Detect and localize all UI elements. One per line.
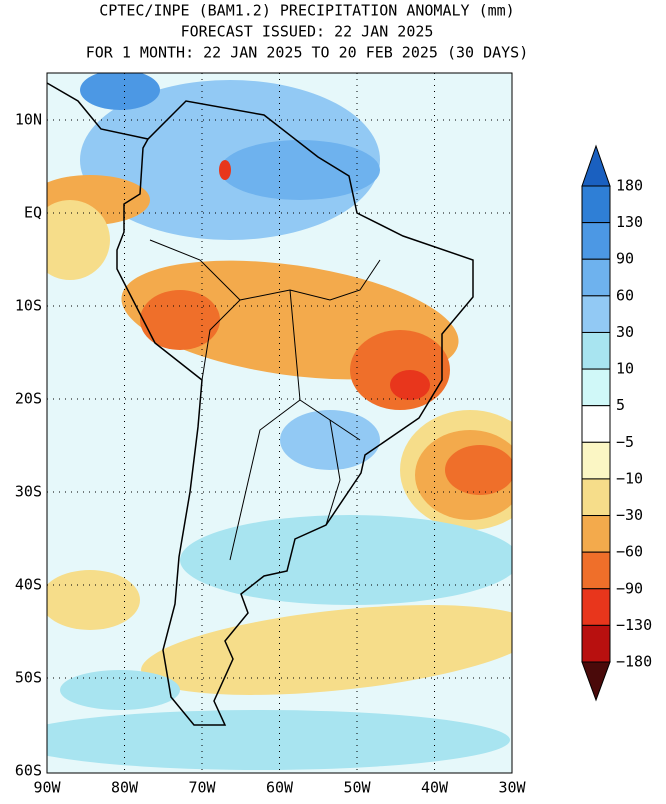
lon-label: 60W [266,779,294,797]
colorbar-label: −60 [616,543,643,561]
lat-label: 40S [15,576,42,594]
title-line: CPTEC/INPE (BAM1.2) PRECIPITATION ANOMAL… [99,2,514,20]
lon-label: 70W [188,779,216,797]
lon-label: 40W [421,779,449,797]
colorbar-label: 5 [616,396,625,414]
colorbar-box [581,624,611,663]
colorbar-under [581,661,611,702]
colorbar-box [581,588,611,626]
colorbar-box [581,368,611,407]
colorbar-box [581,222,611,260]
lat-label: 60S [15,762,42,780]
borders [149,239,381,561]
coastline [46,82,474,726]
title-line: FOR 1 MONTH: 22 JAN 2025 TO 20 FEB 2025 … [86,44,529,62]
colorbar-box [581,405,611,443]
colorbar-label: 10 [616,360,634,378]
colorbar-box [581,478,611,517]
lat-label: 20S [15,390,42,408]
lat-label: 10S [15,297,42,315]
colorbar-label: 60 [616,286,634,304]
lon-label: 80W [111,779,139,797]
colorbar-over [581,144,611,187]
anomaly-field [47,73,512,773]
colorbar-box [581,551,611,590]
colorbar-box [581,258,611,297]
colorbar-label: 90 [616,250,634,268]
colorbar-label: −5 [616,433,634,451]
colorbar-box [581,331,611,370]
colorbar-box [581,185,611,224]
colorbar-box [581,441,611,480]
lat-label: 50S [15,669,42,687]
lat-label: 30S [15,483,42,501]
colorbar-box [581,515,611,553]
colorbar-label: −10 [616,469,643,487]
colorbar-label: −30 [616,506,643,524]
colorbar-label: 180 [616,177,643,195]
lon-label: 50W [343,779,371,797]
lat-label: 10N [15,111,42,129]
lon-label: 90W [33,779,61,797]
colorbar-label: −180 [616,653,652,671]
lat-label: EQ [24,204,42,222]
colorbar-label: 130 [616,213,643,231]
colorbar-box [581,295,611,333]
colorbar-label: 30 [616,323,634,341]
colorbar-label: −90 [616,579,643,597]
title-line: FORECAST ISSUED: 22 JAN 2025 [181,23,434,41]
lon-label: 30W [498,779,526,797]
colorbar-label: −130 [616,616,652,634]
